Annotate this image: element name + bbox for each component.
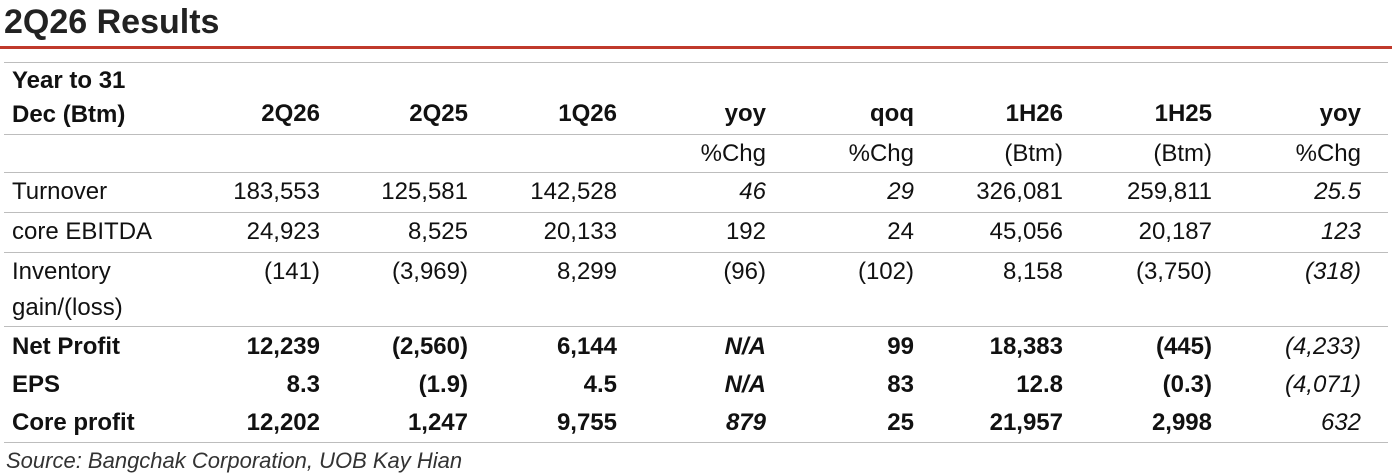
table-cell: 8,299 (556, 258, 617, 285)
table-cell: 8,158 (1002, 258, 1063, 285)
table-cell: 9,755 (556, 409, 617, 436)
table-cell: 12.8 (1016, 371, 1063, 398)
table-cell: 24,923 (246, 218, 320, 245)
column-header: 2Q26 (261, 100, 320, 127)
table-cell: 192 (725, 218, 766, 245)
table-cell: 125,581 (381, 178, 468, 205)
column-header: yoy (1319, 100, 1361, 127)
column-header: 1H26 (1005, 100, 1063, 127)
column-unit: %Chg (1295, 140, 1361, 167)
table-cell: 8,525 (407, 218, 468, 245)
table-cell: (3,750) (1135, 258, 1212, 285)
column-unit: %Chg (700, 140, 766, 167)
table-rule (4, 172, 1388, 173)
table-cell: (102) (857, 258, 914, 285)
row-label: Core profit (12, 409, 135, 436)
table-cell: 183,553 (233, 178, 320, 205)
column-header: 2Q25 (409, 100, 468, 127)
table-cell: 326,081 (976, 178, 1063, 205)
table-cell: (4,071) (1284, 371, 1361, 398)
table-cell: 25 (887, 409, 914, 436)
table-cell: (2,560) (391, 333, 468, 360)
table-rule (4, 134, 1388, 135)
table-cell: 24 (887, 218, 914, 245)
column-header: 1Q26 (558, 100, 617, 127)
table-cell: (3,969) (391, 258, 468, 285)
title: 2Q26 Results (4, 3, 220, 41)
table-cell: 21,957 (989, 409, 1063, 436)
table-cell: 12,239 (246, 333, 320, 360)
table-cell: 18,383 (989, 333, 1063, 360)
table-cell: 8.3 (286, 371, 320, 398)
table-cell: 6,144 (556, 333, 617, 360)
table-cell: 25.5 (1314, 178, 1361, 205)
row-label: Net Profit (12, 333, 120, 360)
table-cell: 259,811 (1127, 178, 1212, 205)
table-cell: 20,133 (543, 218, 617, 245)
column-header: qoq (870, 100, 914, 127)
table-cell: 45,056 (989, 218, 1063, 245)
title-rule (0, 46, 1392, 49)
table-cell: (0.3) (1162, 371, 1212, 398)
table-cell: 123 (1320, 218, 1361, 245)
table-rule (4, 442, 1388, 443)
table-cell: 142,528 (530, 178, 617, 205)
table-cell: (141) (263, 258, 320, 285)
table-cell: 12,202 (246, 409, 320, 436)
column-unit: (Btm) (1004, 140, 1063, 167)
row-header-label: Year to 31 Dec (Btm) (12, 67, 126, 128)
table-cell: 46 (739, 178, 766, 205)
table-cell: (318) (1304, 258, 1361, 285)
table-cell: 632 (1320, 409, 1361, 436)
table-rule (4, 62, 1388, 63)
table-cell: (1.9) (418, 371, 468, 398)
table-cell: (4,233) (1284, 333, 1361, 360)
table-rule (4, 212, 1388, 213)
row-label: Inventory gain/(loss) (12, 258, 123, 321)
column-unit: %Chg (848, 140, 914, 167)
table-cell: 879 (725, 409, 766, 436)
row-label: Turnover (12, 178, 108, 205)
table-cell: N/A (724, 333, 766, 360)
table-cell: N/A (724, 371, 766, 398)
row-label: core EBITDA (12, 218, 153, 245)
table-rule (4, 326, 1388, 327)
table-cell: (96) (723, 258, 766, 285)
table-rule (4, 252, 1388, 253)
table-cell: 4.5 (583, 371, 617, 398)
table-cell: 99 (887, 333, 914, 360)
column-unit: (Btm) (1153, 140, 1212, 167)
table-cell: 2,998 (1151, 409, 1212, 436)
column-header: yoy (724, 100, 766, 127)
column-header: 1H25 (1154, 100, 1212, 127)
table-cell: 83 (887, 371, 914, 398)
table-cell: (445) (1155, 333, 1212, 360)
table-cell: 29 (887, 178, 914, 205)
source-note: Source: Bangchak Corporation, UOB Kay Hi… (6, 448, 463, 473)
table-cell: 20,187 (1138, 218, 1212, 245)
table-cell: 1,247 (407, 409, 468, 436)
row-label: EPS (12, 371, 61, 398)
